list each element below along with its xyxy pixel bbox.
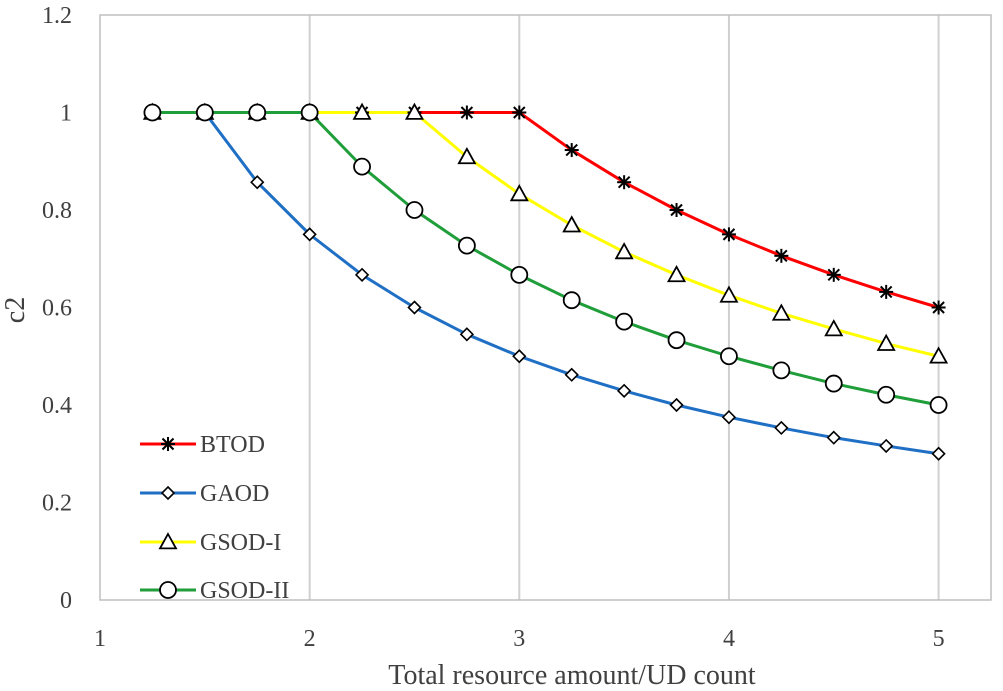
data-point [352, 102, 372, 120]
legend-marker [158, 532, 178, 550]
data-point [877, 385, 896, 404]
series-line-gaod [152, 111, 939, 456]
data-point [824, 374, 843, 393]
data-point [931, 446, 946, 461]
data-point [143, 103, 162, 122]
legend-item-btod: BTOD [140, 432, 265, 458]
data-point [879, 438, 894, 454]
data-point [774, 248, 789, 263]
data-point [457, 236, 476, 255]
data-point [669, 397, 684, 413]
data-point [195, 103, 214, 122]
data-point [824, 319, 844, 337]
x-axis: 1 2 3 4 5 [94, 626, 945, 652]
data-point [614, 242, 634, 260]
data-point [667, 331, 686, 350]
data-point [459, 327, 475, 342]
x-tick-label: 2 [304, 626, 316, 652]
legend-item-gaod: GAOD [140, 481, 269, 507]
data-point [879, 284, 894, 299]
x-tick-label: 4 [723, 626, 735, 652]
data-point [615, 312, 634, 331]
legend-label: GSOD-II [200, 578, 289, 604]
y-axis-title: c2 [0, 297, 31, 323]
data-point [721, 227, 736, 242]
x-tick-label: 1 [94, 626, 106, 652]
data-point [354, 267, 370, 282]
data-point [300, 103, 319, 122]
data-point [562, 215, 582, 233]
data-point [512, 349, 527, 364]
data-point [720, 347, 738, 366]
data-point [353, 157, 371, 176]
data-point [407, 300, 422, 315]
data-point [404, 102, 425, 120]
legend-item-gsod-i: GSOD-I [140, 530, 281, 556]
data-point [772, 361, 791, 380]
data-point [405, 201, 424, 219]
legend-label: GAOD [200, 481, 269, 507]
data-point [302, 227, 317, 242]
data-point [459, 105, 474, 120]
data-point [457, 147, 477, 165]
data-point [876, 333, 896, 351]
series-layer [142, 102, 949, 461]
data-point [564, 143, 579, 158]
x-tick-label: 3 [513, 626, 525, 652]
legend: BTOD GAOD GSOD-I GSOD-II [140, 432, 289, 604]
data-point [512, 105, 527, 120]
y-tick-label: 0.2 [42, 491, 72, 517]
data-point [666, 264, 687, 283]
grid [308, 15, 940, 600]
data-point [509, 184, 529, 202]
y-tick-label: 1.2 [42, 3, 72, 29]
data-point [931, 300, 946, 315]
y-tick-label: 0.4 [42, 393, 72, 419]
data-point [826, 430, 841, 445]
legend-label: GSOD-I [200, 530, 281, 556]
data-point [774, 420, 789, 436]
data-point [929, 396, 948, 414]
y-tick-label: 0.6 [42, 296, 72, 322]
data-point [562, 291, 581, 310]
x-tick-label: 5 [933, 626, 945, 652]
y-axis: 0 0.2 0.4 0.6 0.8 1 1.2 [42, 3, 72, 614]
series-markers-gaod [145, 105, 946, 461]
series-line-gsod-ii [152, 111, 939, 407]
series-line-gsod-i [152, 111, 939, 358]
data-point [250, 175, 265, 190]
data-point [564, 367, 579, 382]
data-point [929, 346, 949, 364]
data-point [616, 383, 632, 398]
data-point [510, 265, 529, 284]
data-point [248, 103, 267, 122]
data-point [719, 285, 739, 303]
data-point [669, 203, 684, 217]
series-markers-gsod-ii [143, 103, 948, 414]
x-axis-title: Total resource amount/UD count [388, 660, 756, 691]
data-point [771, 303, 791, 321]
legend-marker [161, 437, 175, 451]
legend-marker [159, 581, 177, 599]
legend-marker [160, 485, 176, 501]
y-tick-label: 1 [60, 101, 72, 127]
data-point [826, 267, 841, 282]
y-tick-label: 0.8 [42, 198, 72, 224]
data-point [617, 175, 632, 190]
y-tick-label: 0 [60, 588, 72, 614]
legend-item-gsod-ii: GSOD-II [140, 578, 289, 604]
legend-label: BTOD [200, 432, 265, 458]
data-point [721, 410, 737, 425]
series-markers-gsod-i [142, 102, 949, 364]
plot-frame [99, 14, 992, 601]
